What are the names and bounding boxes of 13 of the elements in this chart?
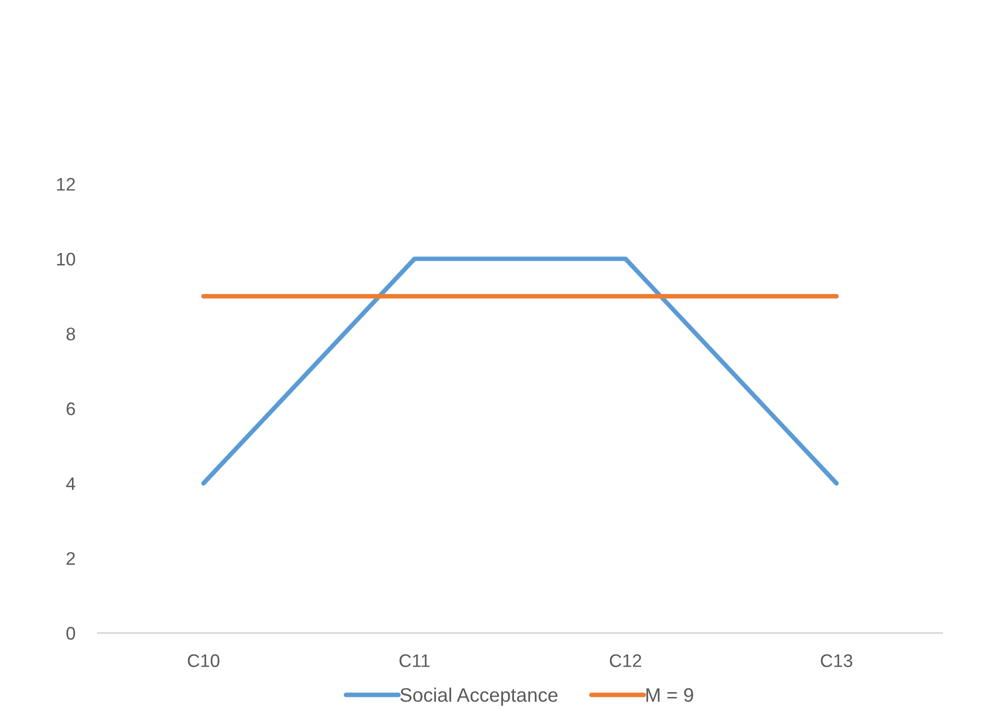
y-tick-label: 8 xyxy=(66,328,75,340)
y-tick-label: 12 xyxy=(57,178,75,191)
y-tick-label: 10 xyxy=(57,252,76,266)
legend-label: Social Acceptance xyxy=(400,688,558,706)
y-tick-label: 4 xyxy=(66,477,76,490)
y-tick-label: 0 xyxy=(66,626,76,640)
x-tick-label: C12 xyxy=(610,654,642,668)
legend-label: M = 9 xyxy=(646,688,694,702)
y-tick-label: 2 xyxy=(66,552,75,565)
x-tick-label: C13 xyxy=(820,654,852,668)
x-tick-label: C10 xyxy=(188,654,220,668)
x-tick-label: C11 xyxy=(400,654,430,668)
y-tick-label: 6 xyxy=(66,402,75,416)
